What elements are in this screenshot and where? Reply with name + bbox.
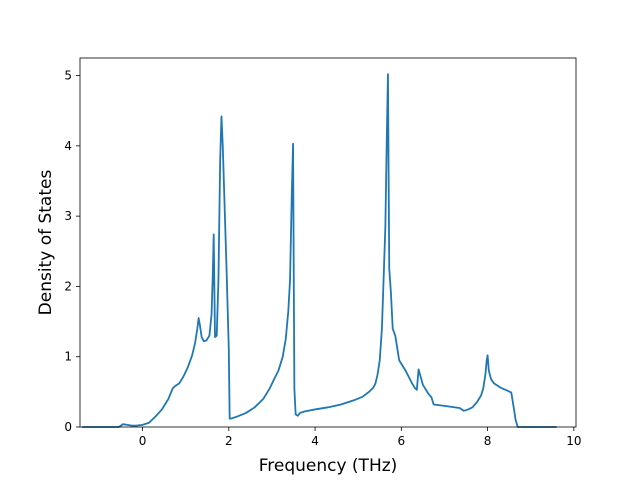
- y-tick-label: 2: [64, 279, 72, 293]
- x-axis-ticks: 0 2 4 6 8 10: [139, 427, 581, 448]
- y-tick-label: 5: [64, 69, 72, 83]
- x-tick-label: 4: [311, 434, 319, 448]
- axes-frame: [79, 57, 577, 428]
- x-tick-label: 6: [398, 434, 406, 448]
- y-tick-label: 1: [64, 350, 72, 364]
- x-tick-label: 0: [139, 434, 147, 448]
- x-tick-label: 2: [225, 434, 233, 448]
- x-tick-label: 8: [484, 434, 492, 448]
- y-tick-label: 4: [64, 139, 72, 153]
- y-tick-label: 3: [64, 209, 72, 223]
- plot-area: [82, 73, 557, 428]
- x-axis-label: Frequency (THz): [259, 456, 398, 476]
- dos-line-series-0: [82, 73, 557, 428]
- y-tick-label: 0: [64, 420, 72, 434]
- x-tick-label: 10: [566, 434, 581, 448]
- y-axis-label: Density of States: [36, 170, 56, 316]
- y-axis-ticks: 0 1 2 3 4 5: [64, 69, 80, 434]
